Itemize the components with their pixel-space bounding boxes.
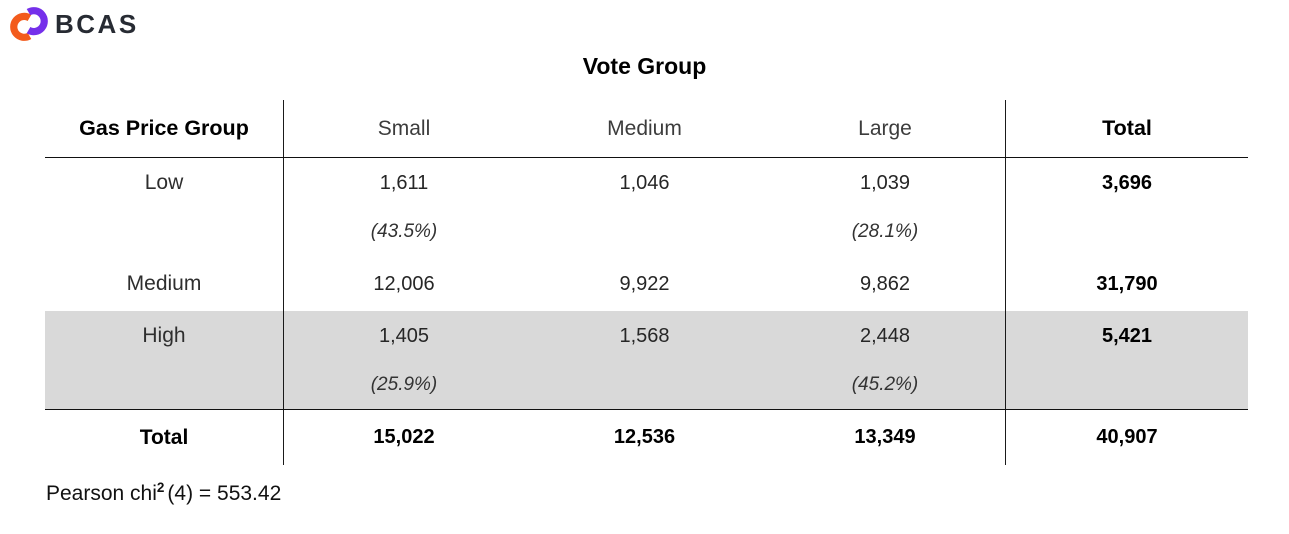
bcas-logo-icon xyxy=(10,7,48,41)
cell-total-total: 40,907 xyxy=(1096,426,1158,448)
cell-high-label: High xyxy=(45,311,284,409)
table-row-low: Low 1,611 (43.5%) 1,046 1,039 (28.1%) 3,… xyxy=(45,158,1248,257)
cell-low-small: 1,611 (43.5%) xyxy=(284,158,524,257)
cell-high-large: 2,448 (45.2%) xyxy=(765,311,1006,409)
table-row-high: High 1,405 (25.9%) 1,568 2,448 (45.2%) 5… xyxy=(45,311,1248,409)
cell-high-total: 5,421 xyxy=(1101,324,1153,347)
cell-low-medium: 1,046 xyxy=(619,171,670,194)
table-row-medium: Medium 12,006 9,922 9,862 31,790 xyxy=(45,257,1248,311)
cell-total-large: 13,349 xyxy=(765,410,1006,465)
column-header-large: Large xyxy=(765,100,1006,157)
table-title: Vote Group xyxy=(582,53,707,79)
cell-high-small: 1,405 (25.9%) xyxy=(284,311,524,409)
header-row: Gas Price Group Small Medium Large Total xyxy=(45,100,1248,158)
column-header-medium: Medium xyxy=(607,116,682,140)
row-dimension-header: Gas Price Group xyxy=(45,100,284,157)
crosstab-table: Gas Price Group Small Medium Large Total… xyxy=(45,100,1248,465)
cell-medium-medium: 9,922 xyxy=(619,272,670,295)
pearson-stat-value: (4) = 553.42 xyxy=(167,482,282,505)
column-header-small: Small xyxy=(377,116,431,140)
table-row-total: Total 15,022 12,536 13,349 40,907 xyxy=(45,409,1248,465)
cell-high-medium: 1,568 xyxy=(619,324,670,347)
cell-medium-total: 31,790 xyxy=(1096,272,1158,295)
cell-high-small-pct: (25.9%) xyxy=(370,374,438,395)
brand-logo: BCAS xyxy=(10,6,139,42)
cell-low-large: 1,039 (28.1%) xyxy=(765,158,1006,257)
cell-high-large-pct: (45.2%) xyxy=(851,374,919,395)
cell-low-total: 3,696 xyxy=(1101,171,1153,194)
cell-low-small-pct: (43.5%) xyxy=(370,221,438,242)
cell-total-small: 15,022 xyxy=(373,426,435,448)
cell-total-medium: 12,536 xyxy=(613,426,676,448)
pearson-stat: Pearson chi2 (4) = 553.42 xyxy=(46,480,281,506)
cell-medium-small: 12,006 xyxy=(373,272,435,295)
pearson-stat-prefix: Pearson chi xyxy=(46,482,157,505)
column-header-total: Total xyxy=(1102,116,1152,140)
cell-low-large-pct: (28.1%) xyxy=(851,221,919,242)
brand-name: BCAS xyxy=(55,9,139,39)
cell-medium-label: Medium xyxy=(45,257,284,311)
cell-total-label: Total xyxy=(45,410,284,465)
cell-low-label: Low xyxy=(45,158,284,257)
cell-medium-large: 9,862 xyxy=(765,257,1006,311)
pearson-stat-sup: 2 xyxy=(156,480,165,495)
